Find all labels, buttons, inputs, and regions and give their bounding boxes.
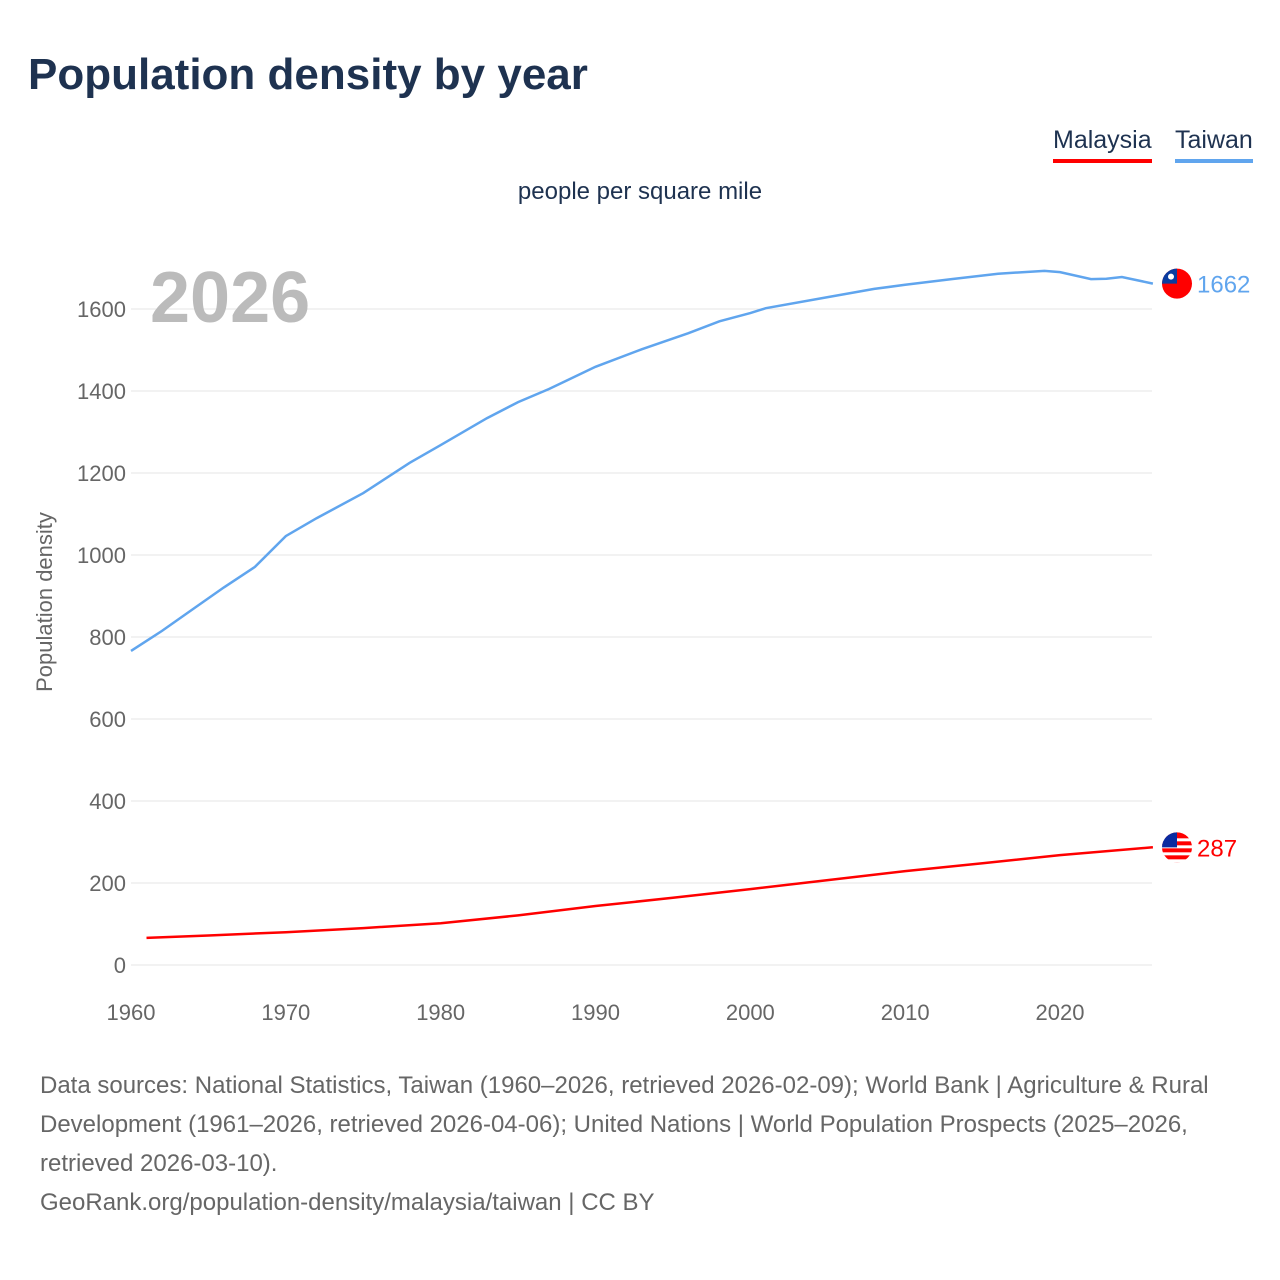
chart-subtitle: people per square mile [517, 178, 763, 205]
y-axis-label: Population density [32, 512, 57, 692]
y-tick-label: 1000 [77, 543, 126, 568]
line-chart: 0 200 400 600 800 1000 1200 1400 1600 1960 1970 198… [32, 258, 1250, 1025]
series-line-taiwan [130, 269, 1154, 652]
y-tick-label: 0 [114, 953, 126, 978]
footer: Data sources: National Statistics, Taiwa… [40, 1066, 1250, 1222]
x-tick-label: 1980 [416, 1000, 465, 1025]
y-tick-label: 1400 [77, 379, 126, 404]
y-tick-label: 200 [89, 871, 126, 896]
legend-taiwan[interactable]: Taiwan [1175, 126, 1253, 163]
flag-stripe [1162, 859, 1192, 863]
y-tick-label: 1600 [77, 297, 126, 322]
flag-sun [1168, 273, 1174, 280]
x-tick-label: 2020 [1036, 1000, 1085, 1025]
y-tick-label: 400 [89, 789, 126, 814]
series-line-malaysia [146, 846, 1154, 940]
x-tick-label: 1970 [261, 1000, 310, 1025]
chart-title: Population density by year [28, 50, 588, 99]
data-sources: Data sources: National Statistics, Taiwa… [40, 1072, 1209, 1177]
end-value-label: 287 [1197, 835, 1237, 862]
legend-malaysia[interactable]: Malaysia [1053, 126, 1152, 163]
y-tick-label: 1200 [77, 461, 126, 486]
flag-stripe [1162, 852, 1192, 856]
x-tick-label: 1990 [571, 1000, 620, 1025]
x-tick-label: 1960 [107, 1000, 156, 1025]
flag-canton [1162, 832, 1177, 848]
y-tick-label: 600 [89, 707, 126, 732]
year-label: 2026 [150, 258, 310, 338]
y-tick-label: 800 [89, 625, 126, 650]
end-value-label: 1662 [1197, 272, 1250, 299]
x-tick-label: 2010 [881, 1000, 930, 1025]
x-tick-label: 2000 [726, 1000, 775, 1025]
credit-link[interactable]: GeoRank.org/population-density/malaysia/… [40, 1189, 655, 1216]
